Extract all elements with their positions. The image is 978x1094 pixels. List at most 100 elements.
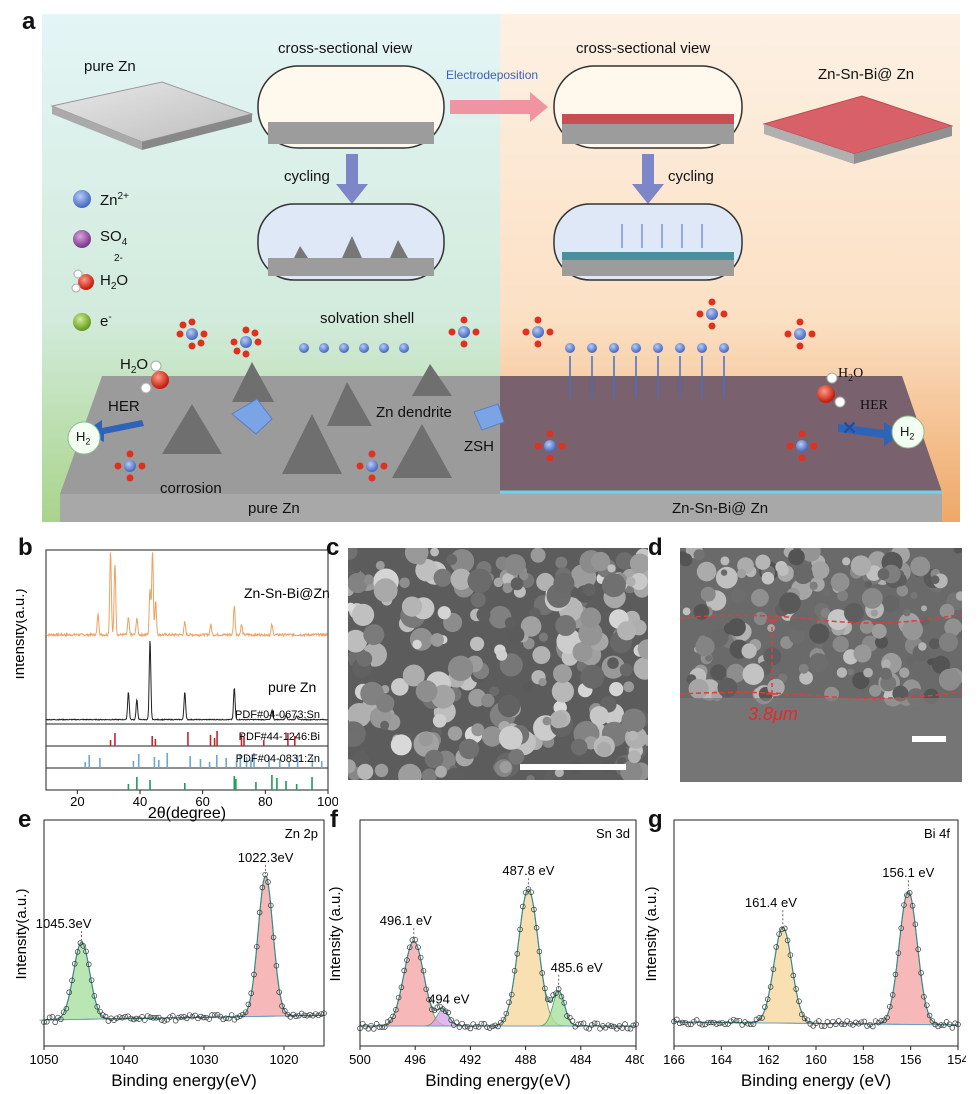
sem-grain <box>502 582 513 594</box>
sem-grain <box>348 629 368 653</box>
sem-grain <box>430 548 439 557</box>
sem-grain <box>710 664 727 681</box>
xtick-label: 496 <box>404 1052 426 1067</box>
sem-grain <box>352 603 375 626</box>
xps-data-point <box>887 1003 893 1010</box>
cross-section-right-label: cross-sectional view <box>576 40 711 57</box>
legend-h2o-label: H2O <box>100 272 129 292</box>
xps-data-point <box>796 998 802 1005</box>
xps-data-point <box>88 977 95 983</box>
her-right-label: HER <box>860 398 888 413</box>
xps-data-point <box>111 1017 117 1023</box>
xps-data-point <box>150 1015 156 1021</box>
xps-data-point <box>696 1020 703 1027</box>
xps-data-point <box>818 1023 825 1029</box>
xrd-coated-line <box>45 552 328 638</box>
panel-b-xlabel: 2θ(degree) <box>148 805 226 822</box>
xps-data-point <box>228 1012 235 1018</box>
xps-data-point <box>594 1020 601 1027</box>
sem-grain <box>627 750 641 764</box>
xps-data-point <box>467 1025 474 1032</box>
xps-data-point <box>371 1026 377 1032</box>
sem-grain <box>424 749 444 769</box>
xps-data-point <box>290 1011 296 1018</box>
sem-grain <box>433 568 452 587</box>
peak-label-487: 487.8 eV <box>502 863 554 878</box>
xps-data-point <box>139 1014 145 1020</box>
xtick-label: 480 <box>625 1052 644 1067</box>
xps-data-point <box>270 934 277 941</box>
sem-grain <box>927 658 934 666</box>
her-right-arrow <box>838 422 902 446</box>
xps-data-point <box>674 1016 680 1023</box>
xps-data-point <box>514 951 521 957</box>
pure-zn-bottom-label: pure Zn <box>248 500 300 517</box>
sem-grain <box>404 548 429 565</box>
xps-data-point <box>175 1014 182 1021</box>
h2o-right-molecule <box>817 385 835 403</box>
h2-left-label: H2 <box>76 429 91 447</box>
sem-grain <box>630 573 648 590</box>
sem-grain <box>955 591 962 601</box>
sem-grain <box>820 607 831 618</box>
panel-b-ylabel: Intensity(a.u.) <box>16 589 28 680</box>
xps-data-point <box>420 967 427 974</box>
xps-f-envelope <box>360 888 636 1027</box>
sem-grain <box>415 680 438 703</box>
sem-image-d <box>680 548 962 782</box>
xps-data-point <box>932 1021 939 1028</box>
sem-grain <box>497 694 521 718</box>
xps-data-point <box>539 970 545 976</box>
xps-data-point <box>764 996 771 1002</box>
corrosion-label: corrosion <box>160 480 222 497</box>
sem-grain <box>401 596 423 617</box>
xps-data-point <box>745 1020 751 1027</box>
xps-data-point <box>52 1019 58 1026</box>
xps-data-point <box>589 1022 595 1028</box>
xtick-label: 1050 <box>30 1052 59 1067</box>
peak-label-485: 485.6 eV <box>551 960 603 975</box>
xps-data-point <box>918 970 924 976</box>
xps-data-point <box>753 1016 760 1023</box>
xps-data-point <box>83 948 89 955</box>
legend-e-label: e- <box>100 312 112 330</box>
sem-grain <box>629 553 648 574</box>
xps-data-point <box>699 1022 706 1028</box>
xps-data-point <box>875 1019 882 1026</box>
panel-letter-c: c <box>326 534 340 561</box>
xps-data-point <box>265 879 271 885</box>
sem-grain <box>348 730 359 744</box>
xps-data-point <box>195 1015 201 1022</box>
xps-data-point <box>144 1013 151 1019</box>
sem-grain <box>493 577 504 588</box>
xps-data-point <box>192 1012 198 1019</box>
sem-grain <box>572 642 593 662</box>
xtick-label: 162 <box>758 1052 780 1067</box>
h2o-left-molecule <box>151 371 169 389</box>
xps-data-point <box>481 1021 487 1027</box>
sem-grain <box>348 703 372 727</box>
xps-data-point <box>762 1004 768 1010</box>
panel-f-frame <box>359 819 637 1047</box>
xps-data-point <box>234 1014 240 1021</box>
electrodeposition-label: Electrodeposition <box>446 68 539 82</box>
sem-grain <box>447 726 463 741</box>
xtick-label: 484 <box>570 1052 592 1067</box>
xps-data-point <box>58 1016 64 1023</box>
sem-grain <box>877 568 890 581</box>
panel-b-xrd-chart: 20 40 60 80 100 Intensity(a.u.) 2θ(degree) Z… <box>16 549 338 822</box>
xps-data-point <box>511 968 518 974</box>
xps-data-point <box>583 1024 590 1031</box>
xps-data-point <box>553 990 559 996</box>
xps-data-point <box>779 926 785 933</box>
cycling-right-label: cycling <box>668 168 714 185</box>
xtick-label: 100 <box>317 794 338 809</box>
xps-data-point <box>756 1015 762 1021</box>
legend-so4-label: SO4 2- <box>100 228 128 264</box>
xps-data-point <box>586 1026 592 1032</box>
xps-data-point <box>622 1021 628 1027</box>
xps-peak-fill <box>362 940 466 1027</box>
sem-grain <box>958 631 962 639</box>
xps-data-point <box>254 943 260 950</box>
sem-grain <box>538 632 548 642</box>
